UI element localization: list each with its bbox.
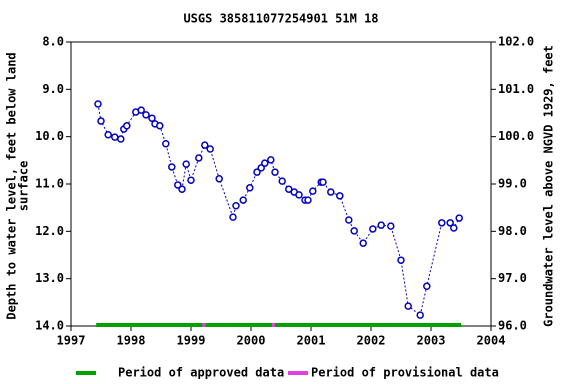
legend-label: Period of provisional data bbox=[311, 366, 499, 380]
data-point bbox=[416, 311, 424, 319]
data-point bbox=[261, 159, 269, 167]
data-point bbox=[387, 222, 395, 230]
x-tick-label: 2003 bbox=[417, 334, 446, 348]
data-point bbox=[246, 184, 254, 192]
y-axis-label: surface bbox=[17, 161, 31, 212]
data-point bbox=[215, 175, 223, 183]
y-tick-label: 8.0 bbox=[42, 35, 64, 49]
y-tick-label: 9.0 bbox=[42, 82, 64, 96]
data-point bbox=[309, 187, 317, 195]
x-tick-label: 2001 bbox=[297, 334, 326, 348]
data-point bbox=[278, 177, 286, 185]
period-bar bbox=[272, 323, 275, 327]
period-bar bbox=[275, 323, 461, 327]
x-tick-label: 2000 bbox=[237, 334, 266, 348]
data-point bbox=[304, 196, 312, 204]
data-point bbox=[148, 114, 156, 122]
data-point bbox=[111, 133, 119, 141]
period-bar bbox=[96, 323, 203, 327]
data-point bbox=[359, 239, 367, 247]
data-point bbox=[232, 202, 240, 210]
data-point bbox=[446, 219, 454, 227]
data-point bbox=[350, 227, 358, 235]
x-tick-label: 1998 bbox=[117, 334, 146, 348]
chart-title: USGS 385811077254901 51M 18 bbox=[183, 12, 378, 26]
y2-tick-label: 96.0 bbox=[498, 319, 527, 333]
y-tick-label: 13.0 bbox=[35, 271, 64, 285]
data-point bbox=[117, 135, 125, 143]
data-point bbox=[345, 216, 353, 224]
data-point bbox=[319, 178, 327, 186]
data-point bbox=[201, 141, 209, 149]
data-point bbox=[104, 131, 112, 139]
data-point bbox=[137, 106, 145, 114]
y2-tick-label: 98.0 bbox=[498, 224, 527, 238]
data-point bbox=[253, 168, 261, 176]
y2-axis-label: Groundwater level above NGVD 1929, feet bbox=[542, 45, 556, 327]
y-axis-label: Depth to water level, feet below land bbox=[5, 52, 19, 319]
data-point bbox=[369, 225, 377, 233]
data-point bbox=[168, 163, 176, 171]
data-point bbox=[162, 140, 170, 148]
x-tick-label: 2004 bbox=[477, 334, 506, 348]
data-point bbox=[336, 192, 344, 200]
data-point bbox=[123, 122, 131, 130]
data-point bbox=[142, 111, 150, 119]
data-point bbox=[178, 185, 186, 193]
data-point bbox=[404, 302, 412, 310]
data-point bbox=[182, 160, 190, 168]
data-point bbox=[97, 117, 105, 125]
data-point bbox=[450, 224, 458, 232]
data-point bbox=[377, 221, 385, 229]
data-point bbox=[94, 100, 102, 108]
data-point bbox=[397, 256, 405, 264]
x-tick-label: 2002 bbox=[357, 334, 386, 348]
data-point bbox=[257, 164, 265, 172]
data-point bbox=[229, 213, 237, 221]
data-point bbox=[271, 168, 279, 176]
y2-tick-label: 102.0 bbox=[498, 35, 534, 49]
data-point bbox=[327, 188, 335, 196]
legend-label: Period of approved data bbox=[118, 366, 284, 380]
x-tick-label: 1997 bbox=[57, 334, 86, 348]
data-point bbox=[174, 181, 182, 189]
y2-tick-label: 99.0 bbox=[498, 177, 527, 191]
period-bar bbox=[202, 323, 206, 327]
data-point bbox=[195, 154, 203, 162]
data-point bbox=[455, 214, 463, 222]
y2-tick-label: 100.0 bbox=[498, 129, 534, 143]
y2-tick-label: 101.0 bbox=[498, 82, 534, 96]
y-tick-label: 12.0 bbox=[35, 224, 64, 238]
data-point bbox=[187, 176, 195, 184]
data-point bbox=[267, 156, 275, 164]
y-tick-label: 14.0 bbox=[35, 319, 64, 333]
data-point bbox=[295, 191, 303, 199]
data-point bbox=[206, 145, 214, 153]
y-tick-label: 11.0 bbox=[35, 177, 64, 191]
period-bar bbox=[205, 323, 272, 327]
data-point bbox=[239, 196, 247, 204]
data-line bbox=[97, 103, 460, 316]
y2-tick-label: 97.0 bbox=[498, 271, 527, 285]
data-point bbox=[423, 282, 431, 290]
y-tick-label: 10.0 bbox=[35, 129, 64, 143]
data-point bbox=[438, 219, 446, 227]
data-point bbox=[156, 122, 164, 130]
x-tick-label: 1999 bbox=[177, 334, 206, 348]
